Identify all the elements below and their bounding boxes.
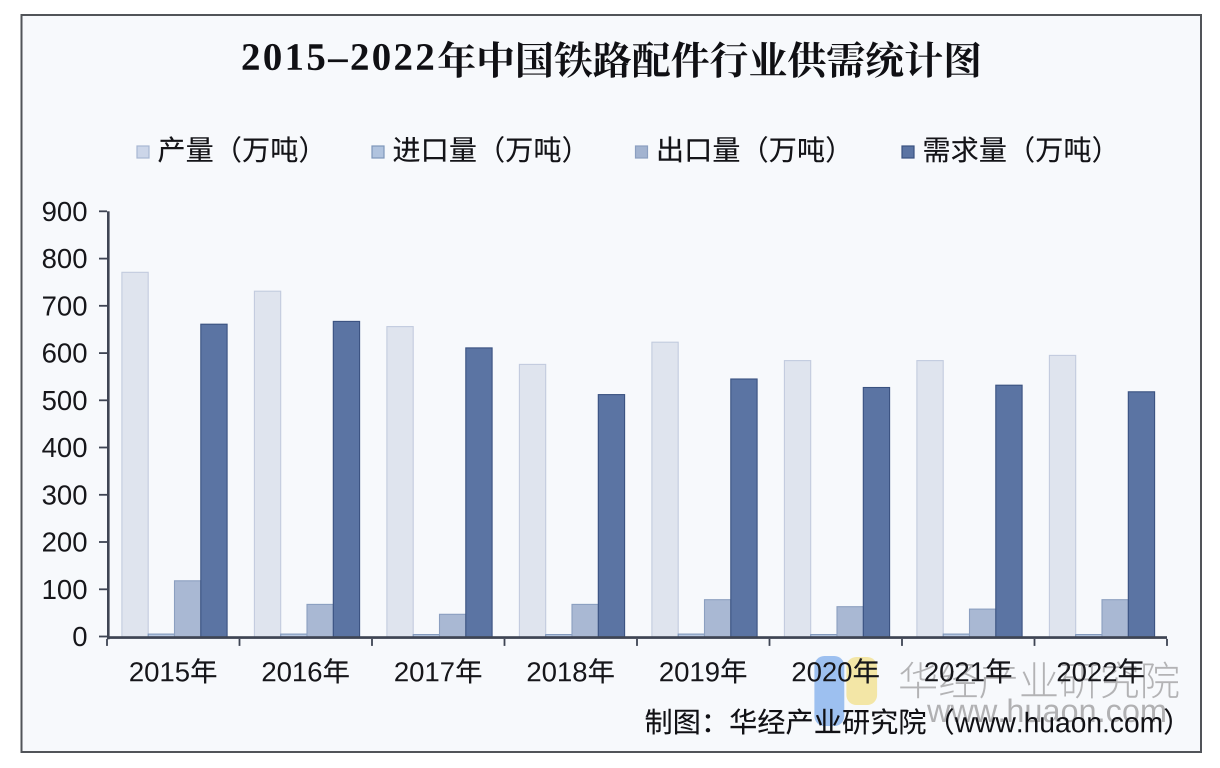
svg-text:200: 200 [42, 527, 88, 558]
svg-text:500: 500 [42, 385, 88, 416]
svg-text:100: 100 [42, 574, 88, 605]
svg-text:300: 300 [42, 479, 88, 510]
svg-text:800: 800 [42, 243, 88, 274]
svg-text:400: 400 [42, 432, 88, 463]
svg-text:600: 600 [42, 338, 88, 369]
svg-text:0: 0 [72, 621, 87, 652]
svg-text:700: 700 [42, 290, 88, 321]
svg-text:900: 900 [42, 196, 88, 227]
